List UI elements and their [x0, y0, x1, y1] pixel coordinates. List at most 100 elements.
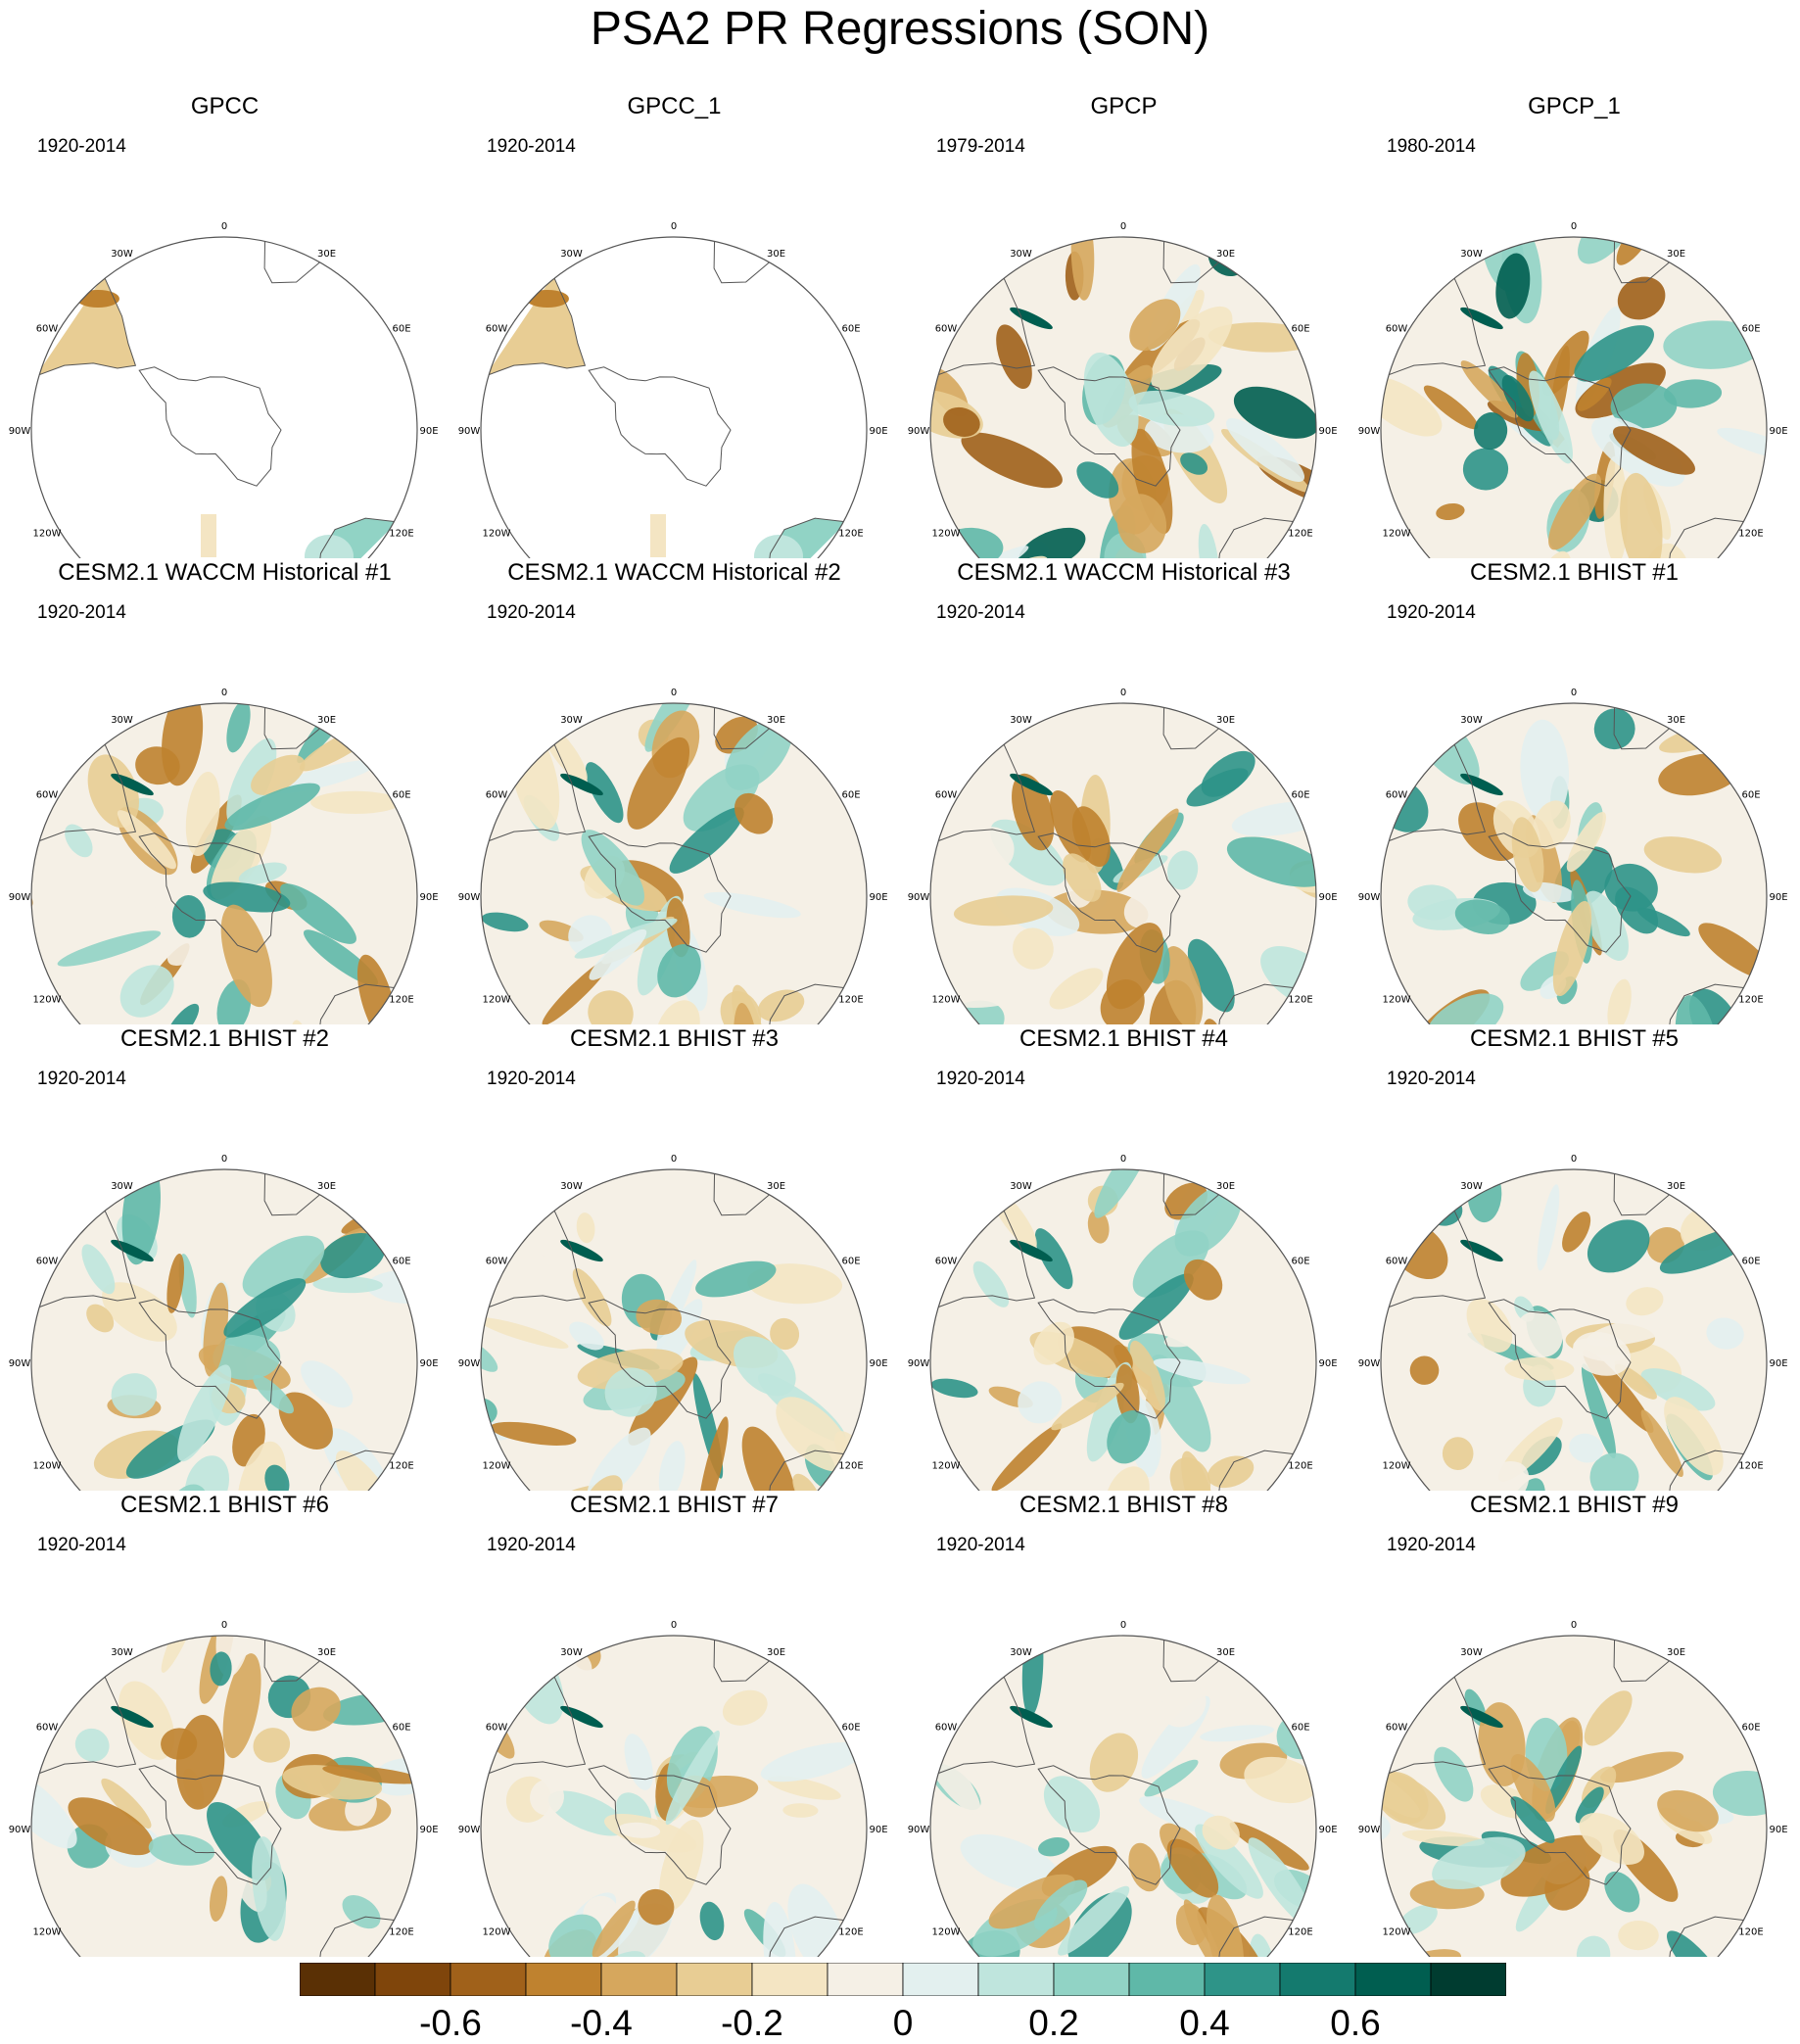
australia-coastline — [1214, 1916, 1297, 1957]
panel-title: CESM2.1 BHIST #8 — [1019, 1492, 1228, 1518]
longitude-label: 90E — [419, 1358, 438, 1369]
panel-years: 1920-2014 — [936, 1069, 1025, 1089]
panel-years: 1920-2014 — [936, 1535, 1025, 1555]
longitude-label: 120E — [1738, 995, 1763, 1006]
longitude-label: 120W — [932, 1461, 961, 1472]
longitude-label: 90W — [1358, 1358, 1381, 1369]
polar-map: 030E60E90E120E150E180150W120W90W60W30W — [458, 1154, 888, 1491]
panel-years: 1920-2014 — [936, 602, 1025, 623]
polar-map: 030E60E90E120E150E180150W120W90W60W30W — [9, 1620, 439, 1957]
australia-coastline — [765, 1450, 847, 1491]
longitude-label: 90W — [9, 1358, 31, 1369]
antarctica-coastline — [138, 1765, 282, 1885]
longitude-label: 60W — [1386, 790, 1408, 801]
longitude-label: 60E — [1291, 324, 1309, 335]
map-panel: CESM2.1 BHIST #1030E60E90E120E150E180150… — [1350, 559, 1799, 1024]
south-america-coastline — [35, 1208, 137, 1309]
africa-coastline — [1162, 704, 1222, 750]
longitude-label: 120E — [1288, 995, 1312, 1006]
longitude-label: 60W — [935, 1723, 958, 1734]
longitude-label: 90E — [1318, 426, 1337, 437]
longitude-label: 30E — [767, 715, 785, 726]
longitude-label: 30W — [111, 1181, 133, 1192]
longitude-label: 90W — [1358, 1825, 1381, 1835]
longitude-label: 60E — [1291, 790, 1309, 801]
africa-coastline — [263, 1170, 323, 1216]
longitude-label: 90E — [1769, 892, 1787, 903]
longitude-label: 0 — [221, 1620, 227, 1631]
map-boundary — [1380, 702, 1768, 1024]
longitude-label: 60W — [935, 324, 958, 335]
longitude-label: 30W — [1460, 715, 1483, 726]
map-panel: GPCC_1030E60E90E120E150E180150W120W90W60… — [450, 93, 899, 558]
map-boundary — [929, 702, 1317, 1024]
africa-coastline — [263, 1637, 323, 1683]
longitude-label: 60E — [1741, 1257, 1760, 1267]
longitude-label: 60E — [392, 1257, 410, 1267]
longitude-label: 90E — [1318, 892, 1337, 903]
longitude-label: 0 — [1120, 221, 1126, 232]
longitude-label: 90E — [1769, 1358, 1787, 1369]
africa-coastline — [263, 704, 323, 750]
australia-coastline — [1214, 517, 1297, 558]
longitude-label: 60E — [841, 790, 860, 801]
panel-title: CESM2.1 BHIST #4 — [1019, 1025, 1228, 1052]
longitude-label: 30W — [560, 1181, 583, 1192]
longitude-label: 120E — [1738, 1461, 1763, 1472]
antarctica-coastline — [138, 1299, 282, 1419]
longitude-label: 90W — [908, 1358, 930, 1369]
panel-title: CESM2.1 BHIST #7 — [570, 1492, 779, 1518]
precip-field — [31, 703, 417, 1024]
map-panel: GPCP_1030E60E90E120E150E180150W120W90W60… — [1350, 93, 1799, 558]
panel-years: 1920-2014 — [487, 602, 576, 623]
precip-field — [1381, 703, 1767, 1024]
map-panel: CESM2.1 BHIST #6030E60E90E120E150E180150… — [0, 1492, 450, 1957]
panel-title: CESM2.1 BHIST #6 — [120, 1492, 329, 1518]
polar-map: 030E60E90E120E150E180150W120W90W60W30W — [458, 221, 888, 558]
longitude-label: 30W — [1460, 249, 1483, 260]
polar-map: 030E60E90E120E150E180150W120W90W60W30W — [908, 1620, 1338, 1957]
longitude-label: 90W — [908, 426, 930, 437]
longitude-label: 90E — [1769, 426, 1787, 437]
africa-coastline — [263, 238, 323, 284]
africa-coastline — [1613, 704, 1673, 750]
south-america-coastline — [1385, 741, 1487, 843]
antarctica-coastline — [138, 366, 282, 487]
map-panel: CESM2.1 BHIST #9030E60E90E120E150E180150… — [1350, 1492, 1799, 1957]
polar-map: 030E60E90E120E150E180150W120W90W60W30W — [908, 1154, 1338, 1491]
map-boundary — [929, 1168, 1317, 1491]
map-boundary — [1380, 236, 1768, 558]
map-panel: CESM2.1 WACCM Historical #1 0 30E 60E 90E 120… — [0, 559, 450, 1024]
longitude-label: 30E — [317, 1647, 336, 1658]
polar-map: 030E60E90E120E150E180150W120W90W60W30W — [9, 1154, 439, 1491]
south-america-coastline — [1385, 1674, 1487, 1776]
africa-coastline — [1162, 1637, 1222, 1683]
colorbar — [300, 1963, 1506, 1996]
precip-field — [481, 1169, 867, 1491]
longitude-label: 30W — [111, 249, 133, 260]
longitude-label: 120E — [389, 995, 413, 1006]
map-boundary — [1380, 1168, 1768, 1491]
longitude-label: 90E — [1769, 1825, 1787, 1835]
polar-map: 030E60E90E120E150E180150W120W90W60W30W — [458, 1620, 888, 1957]
antarctica-coastline — [1488, 832, 1632, 953]
longitude-label: 120E — [389, 1461, 413, 1472]
australia-coastline — [765, 1916, 847, 1957]
longitude-label: 30W — [1460, 1181, 1483, 1192]
australia-coastline — [315, 517, 398, 558]
panel-years: 1920-2014 — [487, 136, 576, 157]
colorbar-swatch — [827, 1963, 904, 1996]
longitude-label: 120W — [1383, 1461, 1411, 1472]
polar-map: 030E60E90E120E150E180150W120W90W60W30W — [458, 688, 888, 1024]
map-boundary — [30, 1635, 418, 1957]
map-panel: GPCC030E60E90E120E150E180150W120W90W60W3… — [0, 93, 450, 558]
longitude-label: 60W — [36, 1723, 59, 1734]
south-america-coastline — [35, 275, 137, 377]
africa-coastline — [713, 1637, 773, 1683]
longitude-label: 120W — [1383, 995, 1411, 1006]
longitude-label: 120W — [483, 529, 511, 540]
polar-map: 030E60E90E120E150E180150W120W90W60W30W — [1358, 688, 1788, 1024]
precip-field — [481, 1636, 867, 1957]
longitude-label: 60W — [486, 1723, 508, 1734]
longitude-label: 60W — [935, 790, 958, 801]
